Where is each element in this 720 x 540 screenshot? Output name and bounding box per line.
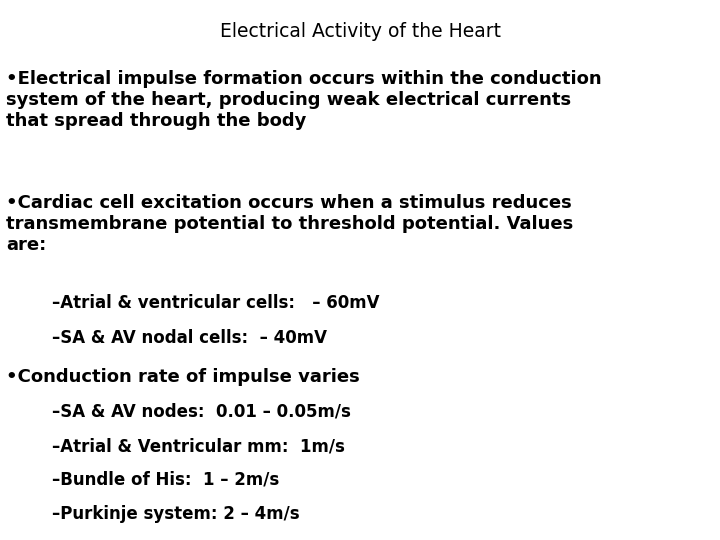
Text: –Purkinje system: 2 – 4m/s: –Purkinje system: 2 – 4m/s bbox=[52, 505, 300, 523]
Text: –Atrial & Ventricular mm:  1m/s: –Atrial & Ventricular mm: 1m/s bbox=[52, 437, 345, 455]
Text: Electrical Activity of the Heart: Electrical Activity of the Heart bbox=[220, 22, 500, 40]
Text: •Electrical impulse formation occurs within the conduction
system of the heart, : •Electrical impulse formation occurs wit… bbox=[6, 70, 601, 130]
Text: –Atrial & ventricular cells:   – 60mV: –Atrial & ventricular cells: – 60mV bbox=[52, 294, 379, 312]
Text: –SA & AV nodes:  0.01 – 0.05m/s: –SA & AV nodes: 0.01 – 0.05m/s bbox=[52, 402, 351, 420]
Text: •Conduction rate of impulse varies: •Conduction rate of impulse varies bbox=[6, 368, 359, 386]
Text: –SA & AV nodal cells:  – 40mV: –SA & AV nodal cells: – 40mV bbox=[52, 329, 327, 347]
Text: –Bundle of His:  1 – 2m/s: –Bundle of His: 1 – 2m/s bbox=[52, 471, 279, 489]
Text: •Cardiac cell excitation occurs when a stimulus reduces
transmembrane potential : •Cardiac cell excitation occurs when a s… bbox=[6, 194, 573, 254]
